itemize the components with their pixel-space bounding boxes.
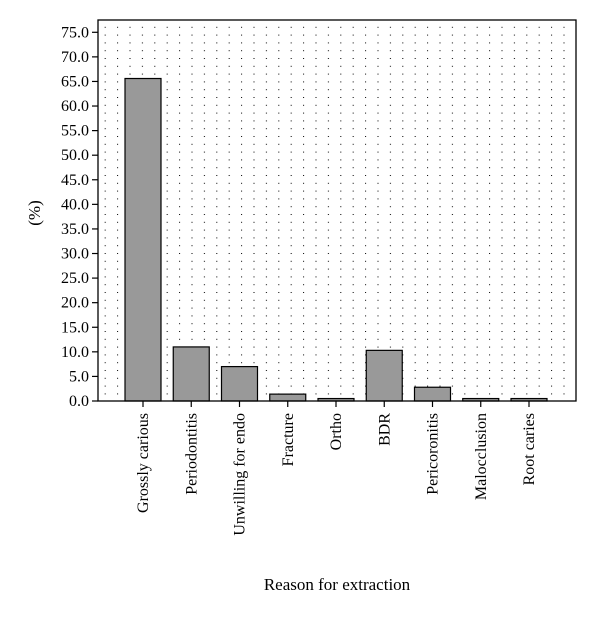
y-tick-label: 55.0	[61, 123, 89, 140]
x-tick-label: Grossly carious	[135, 413, 152, 513]
x-tick-label: Root caries	[521, 413, 538, 485]
x-tick-label: Periodontitis	[183, 413, 200, 495]
plot-area	[98, 20, 576, 401]
x-tick-label: BDR	[376, 413, 393, 446]
y-tick-label: 50.0	[61, 147, 89, 164]
y-tick-label: 5.0	[69, 368, 89, 385]
y-tick-label: 70.0	[61, 49, 89, 66]
x-tick-label: Fracture	[280, 413, 297, 466]
y-tick-label: 0.0	[69, 393, 89, 410]
x-tick-label: Unwilling for endo	[232, 413, 249, 536]
x-tick-label: Pericoronitis	[425, 413, 442, 495]
y-tick-label: 15.0	[61, 319, 89, 336]
y-tick-label: 65.0	[61, 73, 89, 90]
y-tick-label: 30.0	[61, 246, 89, 263]
bar	[220, 365, 259, 402]
x-tick-label: Ortho	[328, 413, 345, 450]
y-tick-label: 40.0	[61, 196, 89, 213]
bar	[365, 349, 403, 402]
bar	[269, 393, 307, 402]
y-tick-label: 10.0	[61, 344, 89, 361]
y-tick-label: 25.0	[61, 270, 89, 287]
x-axis-title: Reason for extraction	[264, 575, 411, 594]
y-tick-label: 60.0	[61, 98, 89, 115]
y-tick-label: 35.0	[61, 221, 89, 238]
y-axis-title: (%)	[25, 200, 44, 225]
y-tick-label: 20.0	[61, 295, 89, 312]
plot-frame	[97, 19, 577, 402]
y-tick-label: 75.0	[61, 24, 89, 41]
y-axis: 0.0 5.0 10.0 15.0 20.0 25.0 30.0 35.0 40.0 45.0 50…	[61, 24, 98, 410]
y-tick-label: 45.0	[61, 172, 89, 189]
bar	[413, 386, 452, 402]
bar	[124, 77, 162, 402]
x-tick-label: Malocclusion	[473, 413, 490, 500]
bars-group	[124, 77, 548, 402]
x-axis: Grossly carious Periodontitis Unwilling fo…	[135, 401, 538, 536]
bar	[172, 346, 210, 402]
